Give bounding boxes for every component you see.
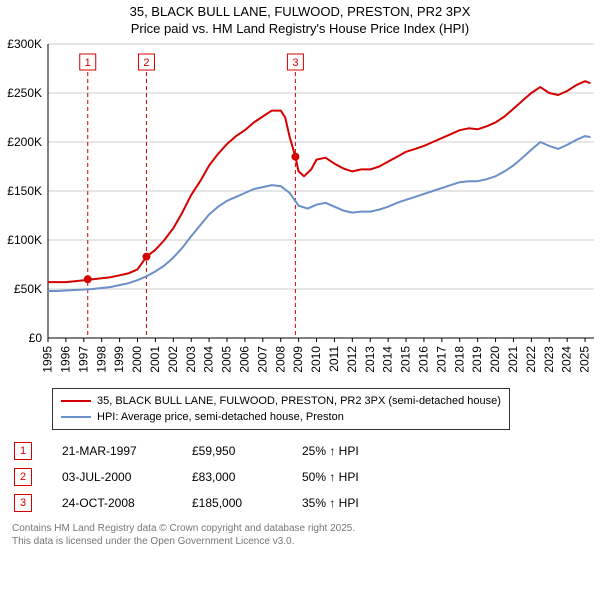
x-tick-label: 2006 <box>238 345 252 372</box>
marker-price: £185,000 <box>192 496 272 510</box>
marker-table-row: 1 21-MAR-1997 £59,950 25% ↑ HPI <box>14 438 600 464</box>
x-tick-label: 2011 <box>327 345 341 371</box>
x-tick-label: 2012 <box>345 345 359 372</box>
x-tick-label: 2009 <box>291 345 305 372</box>
x-tick-label: 2008 <box>273 345 287 372</box>
x-tick-label: 2017 <box>434 345 448 372</box>
title-line-1: 35, BLACK BULL LANE, FULWOOD, PRESTON, P… <box>0 4 600 21</box>
attribution-line-1: Contains HM Land Registry data © Crown c… <box>12 522 600 535</box>
x-tick-label: 2005 <box>220 345 234 372</box>
marker-number-box: 1 <box>14 442 32 460</box>
x-tick-label: 1998 <box>94 345 108 372</box>
x-tick-label: 2024 <box>560 345 574 372</box>
sale-marker-label-text: 2 <box>143 57 149 69</box>
x-tick-label: 1997 <box>76 345 90 372</box>
sale-marker-dot <box>84 275 92 283</box>
x-tick-label: 2022 <box>524 345 538 372</box>
chart-area: £0£50K£100K£150K£200K£250K£300K199519961… <box>0 38 600 434</box>
marker-date: 03-JUL-2000 <box>62 470 162 484</box>
y-tick-label: £150K <box>7 184 42 198</box>
x-tick-label: 2003 <box>184 345 198 372</box>
marker-date: 21-MAR-1997 <box>62 444 162 458</box>
x-tick-label: 1995 <box>41 345 55 372</box>
x-tick-label: 2018 <box>452 345 466 372</box>
x-tick-label: 2021 <box>506 345 520 372</box>
y-tick-label: £250K <box>7 86 42 100</box>
x-tick-label: 2019 <box>470 345 484 372</box>
chart-title: 35, BLACK BULL LANE, FULWOOD, PRESTON, P… <box>0 0 600 38</box>
x-tick-label: 2010 <box>309 345 323 372</box>
marker-date: 24-OCT-2008 <box>62 496 162 510</box>
y-tick-label: £0 <box>29 331 43 345</box>
x-tick-label: 2013 <box>363 345 377 372</box>
sale-marker-label-text: 1 <box>85 57 91 69</box>
x-tick-label: 2023 <box>542 345 556 372</box>
x-tick-label: 1996 <box>59 345 73 372</box>
legend-row: HPI: Average price, semi-detached house,… <box>61 409 501 425</box>
x-tick-label: 2025 <box>578 345 592 372</box>
x-tick-label: 2007 <box>255 345 269 372</box>
y-tick-label: £50K <box>14 282 42 296</box>
x-tick-label: 2000 <box>130 345 144 372</box>
x-tick-label: 2014 <box>381 345 395 372</box>
marker-diff: 25% ↑ HPI <box>302 444 392 458</box>
x-tick-label: 2001 <box>148 345 162 372</box>
sale-marker-dot <box>142 252 150 260</box>
attribution-line-2: This data is licensed under the Open Gov… <box>12 535 600 548</box>
line-chart-svg: £0£50K£100K£150K£200K£250K£300K199519961… <box>0 38 600 388</box>
y-tick-label: £100K <box>7 233 42 247</box>
x-tick-label: 2015 <box>399 345 413 372</box>
legend-swatch <box>61 400 91 402</box>
x-tick-label: 2002 <box>166 345 180 372</box>
legend-label: 35, BLACK BULL LANE, FULWOOD, PRESTON, P… <box>97 395 501 407</box>
x-tick-label: 2016 <box>417 345 431 372</box>
legend-box: 35, BLACK BULL LANE, FULWOOD, PRESTON, P… <box>52 388 510 430</box>
marker-table-row: 3 24-OCT-2008 £185,000 35% ↑ HPI <box>14 490 600 516</box>
legend-row: 35, BLACK BULL LANE, FULWOOD, PRESTON, P… <box>61 393 501 409</box>
title-line-2: Price paid vs. HM Land Registry's House … <box>0 21 600 38</box>
y-tick-label: £200K <box>7 135 42 149</box>
x-tick-label: 2020 <box>488 345 502 372</box>
sale-marker-label-text: 3 <box>292 57 298 69</box>
marker-number-box: 3 <box>14 494 32 512</box>
legend-swatch <box>61 416 91 418</box>
attribution-text: Contains HM Land Registry data © Crown c… <box>0 516 600 548</box>
legend-label: HPI: Average price, semi-detached house,… <box>97 411 344 423</box>
x-tick-label: 1999 <box>112 345 126 372</box>
marker-price: £59,950 <box>192 444 272 458</box>
x-tick-label: 2004 <box>202 345 216 372</box>
sale-marker-dot <box>291 152 299 160</box>
marker-price: £83,000 <box>192 470 272 484</box>
marker-diff: 35% ↑ HPI <box>302 496 392 510</box>
y-tick-label: £300K <box>7 38 42 51</box>
marker-table-row: 2 03-JUL-2000 £83,000 50% ↑ HPI <box>14 464 600 490</box>
sale-marker-table: 1 21-MAR-1997 £59,950 25% ↑ HPI 2 03-JUL-2000… <box>0 434 600 516</box>
marker-number-box: 2 <box>14 468 32 486</box>
marker-diff: 50% ↑ HPI <box>302 470 392 484</box>
